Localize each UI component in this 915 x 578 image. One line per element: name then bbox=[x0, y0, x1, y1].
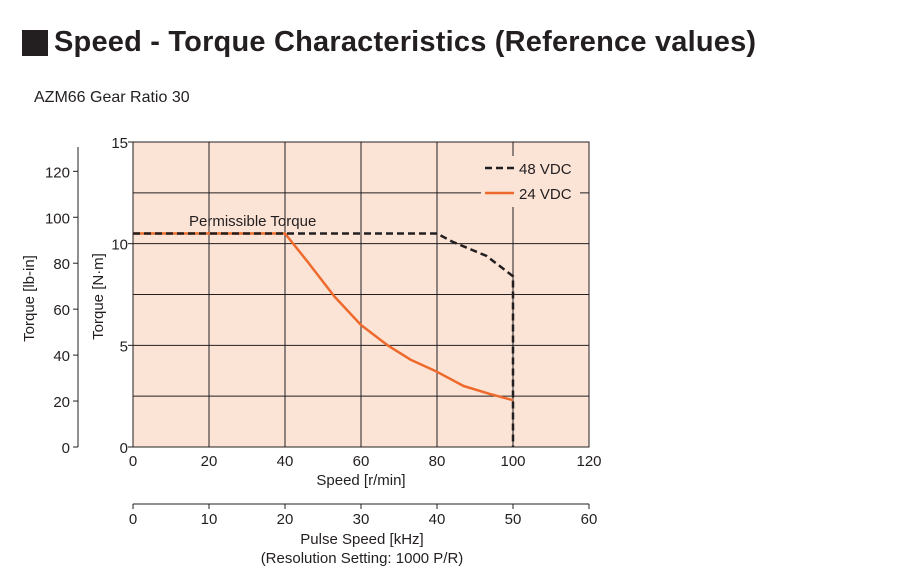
x-tick-label: 40 bbox=[277, 453, 294, 470]
y2-tick-label: 20 bbox=[53, 394, 70, 411]
y2-tick-label: 120 bbox=[45, 164, 70, 181]
y-tick-label: 0 bbox=[120, 440, 128, 457]
plot-frame bbox=[132, 141, 590, 448]
x-tick-label: 100 bbox=[500, 453, 525, 470]
y-tick-label: 10 bbox=[111, 237, 128, 254]
annotation-permissible-torque: Permissible Torque bbox=[189, 213, 316, 230]
y2-tick-label: 40 bbox=[53, 348, 70, 365]
x2-axis-note: (Resolution Setting: 1000 P/R) bbox=[261, 550, 464, 567]
y-tick-label: 15 bbox=[111, 135, 128, 152]
series-line-24vdc bbox=[133, 232, 514, 402]
x2-tick-label: 10 bbox=[201, 511, 218, 528]
legend-box bbox=[481, 156, 580, 207]
y-tick-label: 5 bbox=[120, 338, 128, 355]
chart-subtitle: AZM66 Gear Ratio 30 bbox=[34, 89, 190, 106]
y2-tick-label: 0 bbox=[62, 440, 70, 457]
title-text: Speed - Torque Characteristics (Referenc… bbox=[54, 26, 757, 58]
legend-label-24vdc: 24 VDC bbox=[519, 186, 572, 203]
y2-axis-label: Torque [lb-in] bbox=[21, 255, 38, 342]
x2-tick-label: 20 bbox=[277, 511, 294, 528]
x2-tick-label: 60 bbox=[581, 511, 598, 528]
x2-tick-label: 0 bbox=[129, 511, 137, 528]
y2-tick-label: 60 bbox=[53, 302, 70, 319]
page-title: Speed - Torque Characteristics (Referenc… bbox=[22, 26, 756, 59]
y2-tick-label: 80 bbox=[53, 256, 70, 273]
x-tick-label: 80 bbox=[429, 453, 446, 470]
x2-axis-label: Pulse Speed [kHz] bbox=[300, 531, 423, 548]
x2-tick-label: 40 bbox=[429, 511, 446, 528]
x2-tick-label: 50 bbox=[505, 511, 522, 528]
y2-tick-label: 100 bbox=[45, 210, 70, 227]
x-tick-label: 60 bbox=[353, 453, 370, 470]
y-axis-label: Torque [N·m] bbox=[90, 253, 107, 340]
x-axis-label: Speed [r/min] bbox=[316, 472, 405, 489]
series-line-48vdc bbox=[133, 232, 515, 447]
x2-tick-label: 30 bbox=[353, 511, 370, 528]
x-tick-label: 20 bbox=[201, 453, 218, 470]
legend-label-48vdc: 48 VDC bbox=[519, 161, 572, 178]
title-square-icon bbox=[22, 29, 48, 56]
x-tick-label: 0 bbox=[129, 453, 137, 470]
x-tick-label: 120 bbox=[576, 453, 601, 470]
